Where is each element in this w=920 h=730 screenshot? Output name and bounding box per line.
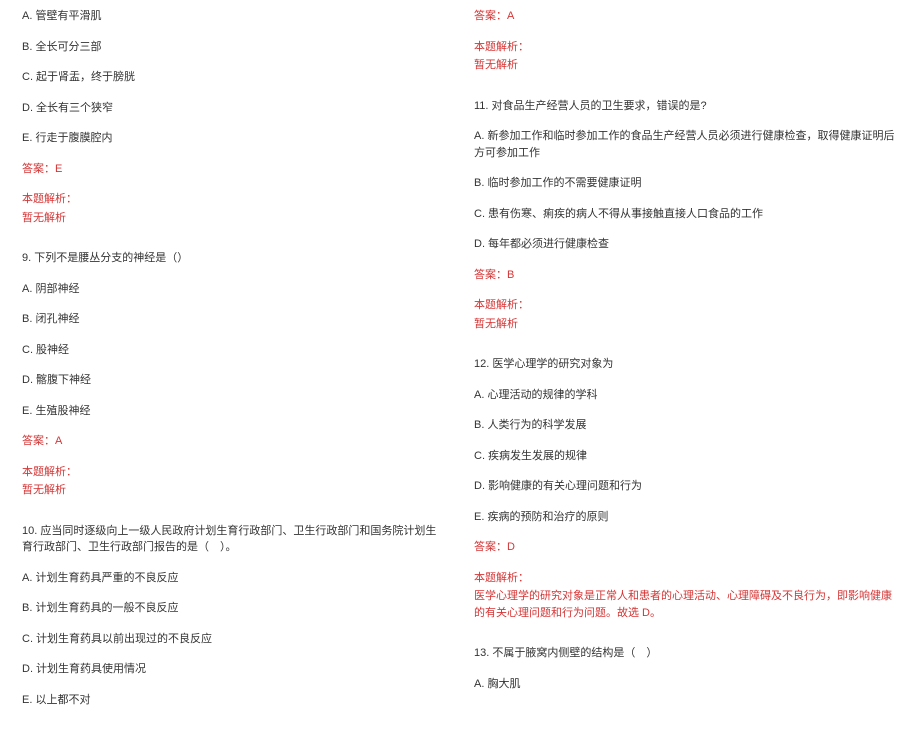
analysis-label: 本题解析： [22,464,446,481]
spacer [22,240,446,250]
option-text: A. 心理活动的规律的学科 [474,387,898,404]
option-text: D. 每年都必须进行健康检查 [474,236,898,253]
analysis-body: 暂无解析 [22,210,446,227]
option-text: C. 股神经 [22,342,446,359]
option-text: A. 管壁有平滑肌 [22,8,446,25]
option-text: B. 全长可分三部 [22,39,446,56]
answer-text: 答案：E [22,161,446,178]
option-text: A. 计划生育药具严重的不良反应 [22,570,446,587]
spacer [474,88,898,98]
option-text: E. 行走于腹膜腔内 [22,130,446,147]
option-text: C. 疾病发生发展的规律 [474,448,898,465]
spacer [474,346,898,356]
answer-text: 答案：B [474,267,898,284]
option-text: B. 临时参加工作的不需要健康证明 [474,175,898,192]
left-column: A. 管壁有平滑肌 B. 全长可分三部 C. 起于肾盂，终于膀胱 D. 全长有三… [22,8,446,722]
analysis-body: 暂无解析 [22,482,446,499]
option-text: C. 起于肾盂，终于膀胱 [22,69,446,86]
spacer [22,513,446,523]
right-column: 答案：A 本题解析： 暂无解析 11. 对食品生产经营人员的卫生要求，错误的是?… [474,8,898,722]
answer-text: 答案：A [22,433,446,450]
analysis-label: 本题解析： [474,297,898,314]
question-text: 13. 不属于腋窝内侧壁的结构是（ ） [474,645,898,662]
question-text: 11. 对食品生产经营人员的卫生要求，错误的是? [474,98,898,115]
answer-text: 答案：D [474,539,898,556]
option-text: D. 影响健康的有关心理问题和行为 [474,478,898,495]
option-text: B. 计划生育药具的一般不良反应 [22,600,446,617]
two-column-layout: A. 管壁有平滑肌 B. 全长可分三部 C. 起于肾盂，终于膀胱 D. 全长有三… [22,8,898,722]
analysis-body: 暂无解析 [474,316,898,333]
spacer [474,635,898,645]
answer-text: 答案：A [474,8,898,25]
analysis-body: 医学心理学的研究对象是正常人和患者的心理活动、心理障碍及不良行为，即影响健康的有… [474,588,898,621]
option-text: E. 以上都不对 [22,692,446,709]
question-text: 12. 医学心理学的研究对象为 [474,356,898,373]
option-text: A. 新参加工作和临时参加工作的食品生产经营人员必须进行健康检查，取得健康证明后… [474,128,898,161]
question-text: 10. 应当同时逐级向上一级人民政府计划生育行政部门、卫生行政部门和国务院计划生… [22,523,446,556]
option-text: D. 计划生育药具使用情况 [22,661,446,678]
option-text: D. 全长有三个狭窄 [22,100,446,117]
option-text: B. 闭孔神经 [22,311,446,328]
option-text: C. 患有伤寒、痢疾的病人不得从事接触直接人口食品的工作 [474,206,898,223]
option-text: D. 髂腹下神经 [22,372,446,389]
option-text: B. 人类行为的科学发展 [474,417,898,434]
analysis-label: 本题解析： [474,39,898,56]
analysis-body: 暂无解析 [474,57,898,74]
option-text: A. 胸大肌 [474,676,898,693]
option-text: E. 生殖股神经 [22,403,446,420]
option-text: A. 阴部神经 [22,281,446,298]
option-text: C. 计划生育药具以前出现过的不良反应 [22,631,446,648]
option-text: E. 疾病的预防和治疗的原则 [474,509,898,526]
analysis-label: 本题解析： [22,191,446,208]
question-text: 9. 下列不是腰丛分支的神经是（） [22,250,446,267]
analysis-label: 本题解析： [474,570,898,587]
